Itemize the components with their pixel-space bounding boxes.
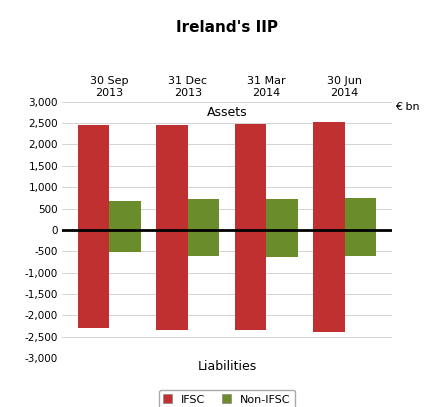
Bar bbox=[344, 198, 376, 230]
Bar bbox=[266, 199, 298, 230]
Text: € bn: € bn bbox=[395, 102, 420, 112]
Bar bbox=[313, 230, 344, 332]
Legend: IFSC, Non-IFSC: IFSC, Non-IFSC bbox=[159, 390, 295, 407]
Bar bbox=[156, 125, 188, 230]
Bar bbox=[78, 125, 109, 230]
Bar bbox=[344, 230, 376, 256]
Bar bbox=[266, 230, 298, 257]
Bar bbox=[188, 230, 219, 256]
Bar bbox=[109, 201, 141, 230]
Bar bbox=[235, 124, 266, 230]
Text: Assets: Assets bbox=[206, 106, 247, 119]
Bar bbox=[78, 230, 109, 328]
Bar bbox=[109, 230, 141, 252]
Bar bbox=[156, 230, 188, 330]
Text: Liabilities: Liabilities bbox=[197, 360, 257, 373]
Bar bbox=[235, 230, 266, 330]
Bar bbox=[188, 199, 219, 230]
Title: Ireland's IIP: Ireland's IIP bbox=[176, 20, 278, 35]
Bar bbox=[313, 122, 344, 230]
